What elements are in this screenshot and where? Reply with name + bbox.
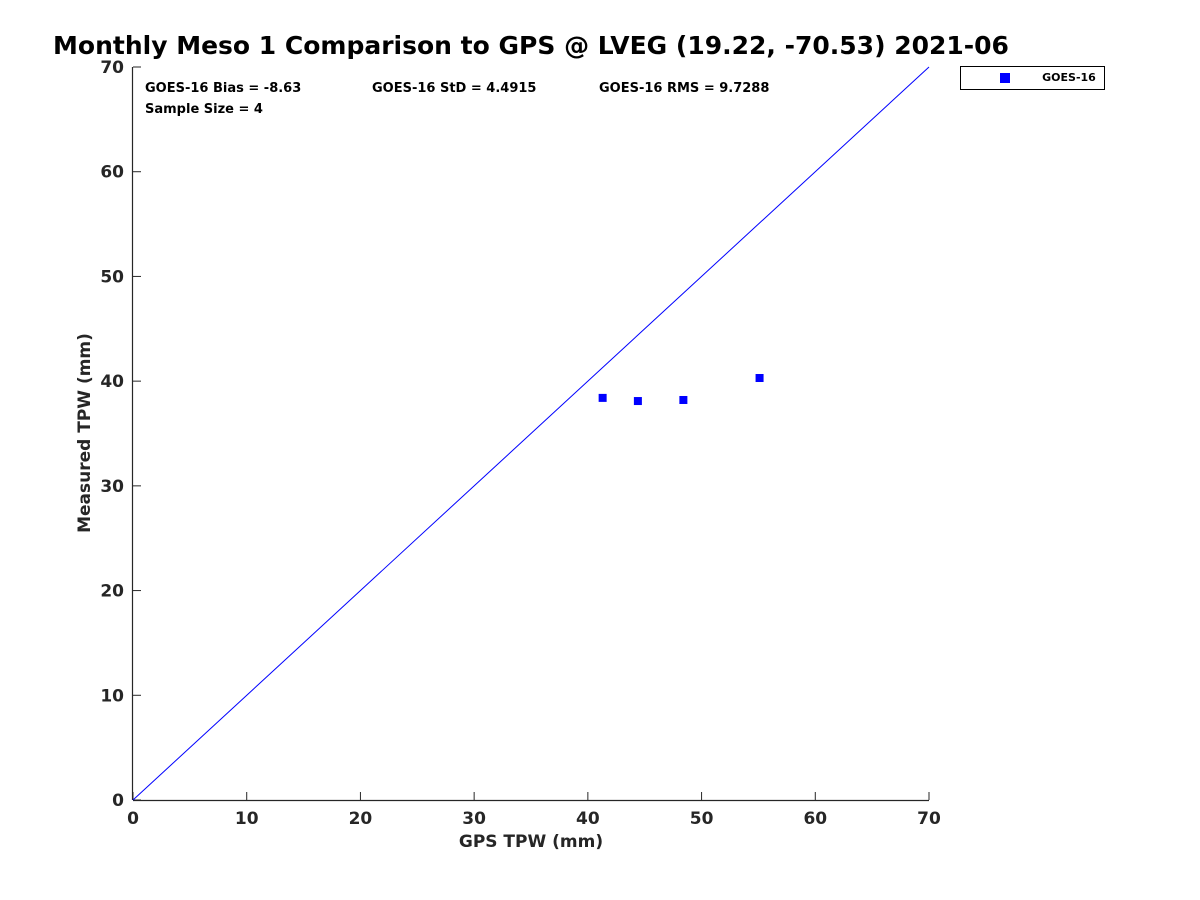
y-tick-label: 30 (100, 477, 124, 497)
x-tick-label: 60 (803, 809, 827, 829)
y-tick-label: 20 (100, 582, 124, 602)
reference-line-group (132, 66, 930, 801)
chart-title: Monthly Meso 1 Comparison to GPS @ LVEG … (53, 31, 1009, 60)
y-tick-label: 0 (112, 791, 124, 811)
data-point (598, 393, 607, 402)
y-tick-label: 50 (100, 267, 124, 287)
x-axis-label: GPS TPW (mm) (459, 832, 603, 852)
std-annotation: GOES-16 StD = 4.4915 (372, 81, 536, 96)
x-tick-label: 20 (349, 809, 373, 829)
x-tick-label: 70 (917, 809, 941, 829)
data-points (598, 374, 764, 406)
rms-annotation: GOES-16 RMS = 9.7288 (599, 81, 769, 96)
bias-annotation: GOES-16 Bias = -8.63 (145, 81, 301, 96)
y-tick-label: 40 (100, 372, 124, 392)
legend-box (960, 66, 1105, 90)
data-point (755, 374, 764, 383)
y-axis-label: Measured TPW (mm) (75, 333, 95, 533)
axes: 0 10 20 30 40 50 60 70 0 10 20 30 40 50 60 70 (100, 58, 941, 829)
x-tick-label: 40 (576, 809, 600, 829)
x-tick-label: 10 (235, 809, 259, 829)
y-tick-label: 70 (100, 58, 124, 78)
y-tick-label: 10 (100, 686, 124, 706)
legend: GOES-16 (960, 66, 1105, 90)
y-tick-label: 60 (100, 163, 124, 183)
data-point (679, 395, 688, 404)
x-tick-label: 30 (462, 809, 486, 829)
one-to-one-reference-line (132, 66, 930, 801)
sample-size-annotation: Sample Size = 4 (145, 102, 263, 117)
x-tick-label: 50 (690, 809, 714, 829)
legend-marker-goes-16 (1000, 73, 1010, 83)
legend-label-goes-16: GOES-16 (1042, 71, 1096, 84)
x-tick-label: 0 (127, 809, 139, 829)
stats-annotations: GOES-16 Bias = -8.63 GOES-16 StD = 4.491… (145, 81, 769, 117)
data-point (633, 397, 642, 406)
